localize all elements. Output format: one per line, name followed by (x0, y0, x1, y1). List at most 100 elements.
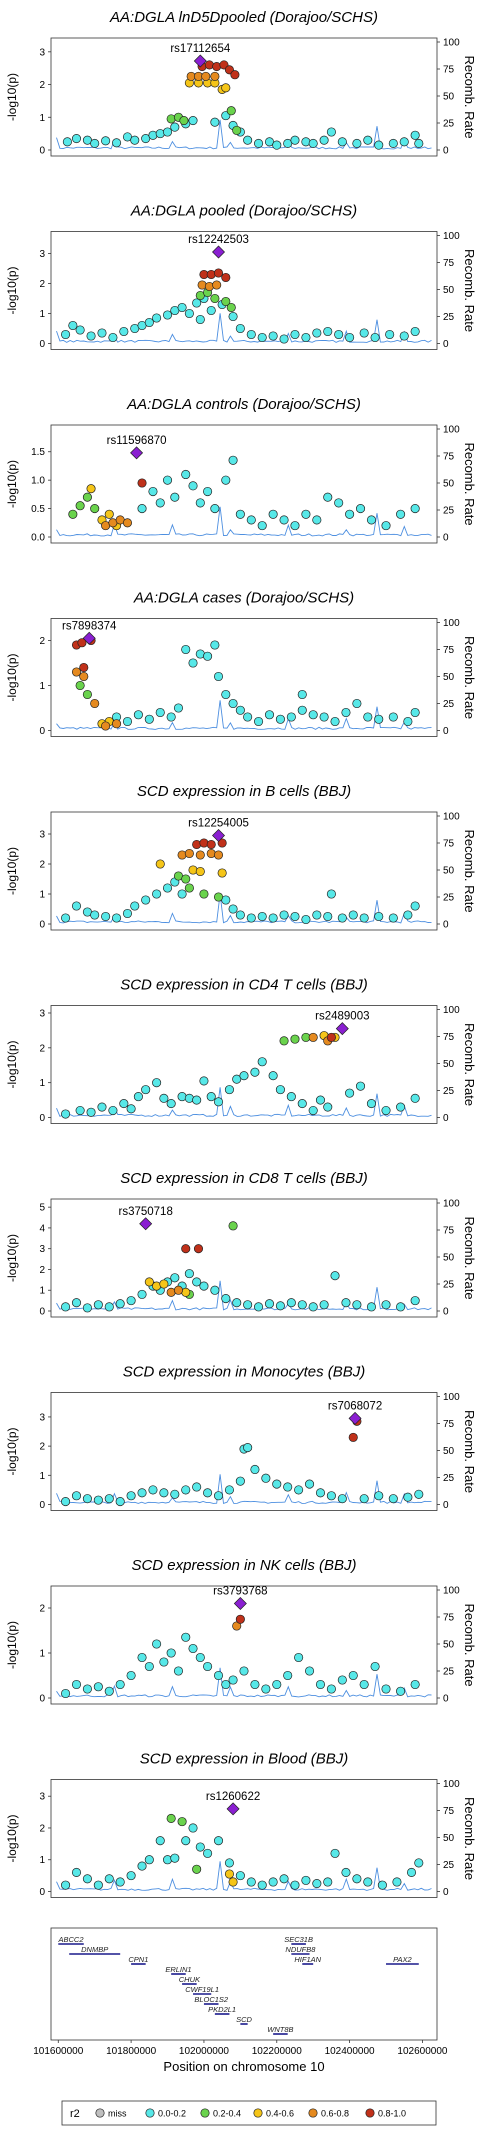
panel-2: AA:DGLA controls (Dorajoo/SCHS) rs1159687… (5, 396, 477, 544)
snp-point (122, 518, 133, 528)
x-tick-label: 102400000 (325, 2046, 375, 2057)
y-tick-label: 0 (39, 920, 45, 931)
snp-point (221, 1293, 231, 1304)
y2-tick-label: 100 (443, 425, 460, 436)
snp-point (188, 481, 198, 491)
snp-point (71, 133, 82, 144)
snp-point (68, 509, 78, 519)
snp-point (195, 1842, 205, 1852)
snp-point (315, 1488, 326, 1498)
snp-point (294, 1652, 304, 1663)
snp-point (254, 1302, 264, 1312)
y2-tick-label: 75 (443, 452, 455, 463)
panel-7: SCD expression in Monocytes (BBJ) rs70680… (5, 1364, 477, 1512)
snp-point (330, 1848, 340, 1858)
y-tick-label: 0 (39, 1113, 45, 1124)
lead-snp-marker (233, 1597, 247, 1610)
snp-point (126, 1104, 136, 1114)
snp-point (257, 332, 267, 343)
gene-label: PAX2 (393, 1955, 412, 1964)
snp-point (355, 504, 366, 514)
lead-snp-marker (139, 1217, 153, 1231)
snp-point (337, 913, 347, 923)
snp-point (388, 1494, 398, 1504)
snp-point (228, 1221, 238, 1231)
snp-point (385, 329, 395, 340)
snp-point (341, 1867, 351, 1877)
y-tick-label: 3 (39, 1412, 45, 1423)
snp-point (126, 1871, 136, 1881)
snp-point (206, 305, 216, 316)
y2-tick-label: 0 (443, 533, 449, 544)
snp-point (410, 1093, 420, 1103)
snp-point (90, 698, 100, 709)
snp-point (188, 1823, 198, 1833)
snp-point (414, 138, 424, 149)
lead-snp-label: rs7068072 (328, 1400, 382, 1412)
snp-point (199, 1281, 209, 1291)
snp-point (312, 1879, 322, 1889)
snp-point (308, 1105, 318, 1116)
snp-point (181, 469, 191, 480)
snp-point (137, 504, 147, 514)
snp-point (348, 1670, 358, 1681)
y2-axis-label: Recomb. Rate (462, 442, 477, 525)
snp-point (217, 868, 227, 878)
snp-point (86, 484, 96, 494)
snp-point (61, 1109, 71, 1119)
y2-axis-label: Recomb. Rate (462, 249, 477, 332)
snp-point (323, 492, 333, 502)
snp-point (374, 911, 384, 922)
snp-point (122, 716, 133, 727)
y2-tick-label: 50 (443, 92, 455, 103)
snp-point (104, 1686, 114, 1696)
y2-tick-label: 0 (443, 1500, 449, 1511)
snp-point (75, 680, 85, 691)
snp-point (323, 1102, 333, 1112)
panel-title: AA:DGLA cases (Dorajoo/SCHS) (133, 590, 354, 607)
r2-legend: r2 miss 0.0-0.2 0.2-0.4 0.4-0.6 0.6-0.8 0.8-1.… (61, 2100, 437, 2126)
y-tick-label: 1 (39, 1855, 45, 1866)
snp-point (82, 1494, 92, 1504)
x-tick-label: 101800000 (106, 2046, 156, 2057)
snp-point (144, 317, 154, 328)
snp-point (210, 1285, 220, 1295)
y-tick-label: 0 (39, 146, 45, 157)
snp-point (254, 716, 264, 727)
snp-point (86, 331, 96, 341)
snp-point (61, 1880, 71, 1890)
y-tick-label: 5 (39, 1203, 45, 1214)
snp-point (290, 521, 300, 531)
snp-point (414, 1489, 424, 1499)
snp-point (228, 455, 238, 465)
snp-point (97, 1102, 107, 1112)
snp-point (61, 913, 71, 923)
snp-point (279, 334, 289, 344)
lead-snp-marker (193, 54, 207, 68)
y-axis-label: -log10(p) (5, 1814, 19, 1862)
snp-point (210, 504, 220, 514)
y2-tick-label: 25 (443, 1667, 455, 1678)
legend-label: 0.0-0.2 (158, 2109, 186, 2119)
snp-point (283, 1670, 293, 1681)
snp-point (188, 1643, 198, 1654)
y2-tick-label: 100 (443, 1779, 460, 1790)
y2-tick-label: 0 (443, 146, 449, 157)
snp-point (359, 913, 369, 923)
snp-point (166, 712, 176, 722)
y-tick-label: 1 (39, 1471, 45, 1482)
snp-point (111, 138, 122, 148)
y-tick-label: 1 (39, 890, 45, 901)
legend-swatch (365, 2108, 375, 2118)
snp-point (115, 1877, 125, 1887)
lead-snp-marker (348, 1411, 362, 1425)
snp-point (228, 698, 238, 709)
snp-point (179, 115, 189, 126)
y-tick-label: 3 (39, 1792, 45, 1803)
snp-point (275, 1301, 285, 1311)
gene-label: BLOC1S2 (194, 1995, 229, 2004)
y-tick-label: 1.0 (31, 476, 45, 487)
snp-point (268, 913, 278, 923)
snp-point (235, 323, 245, 334)
snp-point (319, 1300, 329, 1310)
